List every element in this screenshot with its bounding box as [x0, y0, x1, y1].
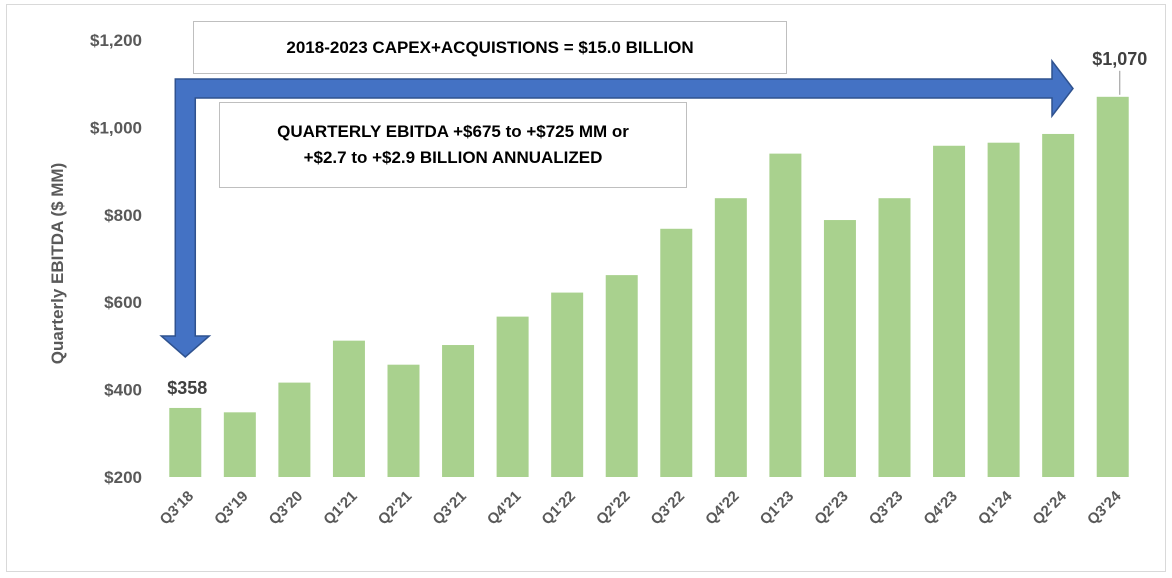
ebitda-line-1: QUARTERLY EBITDA +$675 to +$725 MM or [277, 122, 629, 141]
bar-q3-22 [660, 228, 693, 477]
x-tick-label: Q1'21 [320, 488, 360, 528]
flow-arrow [159, 58, 1074, 358]
x-tick-label: Q3'22 [648, 488, 688, 528]
y-tick-label: $1,000 [90, 118, 142, 137]
bars [169, 96, 1129, 477]
bar-q1-23 [769, 153, 802, 477]
ebitda-line-2: +$2.7 to +$2.9 BILLION ANNUALIZED [303, 148, 603, 167]
x-tick-label: Q4'22 [702, 488, 742, 528]
x-tick-label: Q4'21 [484, 488, 524, 528]
chart-frame [6, 4, 1166, 572]
x-tick-label: Q3'23 [866, 488, 906, 528]
ebitda-callout: QUARTERLY EBITDA +$675 to +$725 MM or +$… [219, 102, 687, 188]
y-axis-title: Quarterly EBITDA ($ MM) [48, 163, 67, 365]
data-label: $358 [167, 378, 207, 398]
capex-callout: 2018-2023 CAPEX+ACQUISTIONS = $15.0 BILL… [193, 21, 787, 74]
data-labels: $358 $1,070 [167, 49, 1147, 398]
x-tick-label: Q3'20 [266, 488, 306, 528]
bar-q4-22 [714, 198, 747, 477]
x-tick-label: Q3'24 [1084, 487, 1125, 528]
bar-q3-20 [278, 382, 311, 477]
y-axis: $200 $400 $600 $800 $1,000 $1,200 [90, 31, 142, 487]
y-tick-label: $400 [104, 381, 142, 400]
capex-text: 2018-2023 CAPEX+ACQUISTIONS = $15.0 BILL… [286, 37, 694, 57]
x-tick-label: Q3'21 [429, 488, 469, 528]
bent-arrow [159, 58, 1074, 358]
y-tick-label: $600 [104, 293, 142, 312]
y-tick-label: $800 [104, 206, 142, 225]
x-tick-label: Q2'24 [1030, 487, 1071, 528]
x-axis: Q3'18 Q3'19 Q3'20 Q1'21 Q2'21 Q3'21 Q4'21 Q1'22… [157, 487, 1125, 528]
bar-q2-22 [605, 275, 638, 477]
bar-q2-21 [387, 364, 420, 477]
bar-q2-24 [1042, 133, 1075, 477]
x-tick-label: Q2'23 [811, 488, 851, 528]
bar-q3-21 [442, 345, 475, 477]
x-tick-label: Q2'21 [375, 488, 415, 528]
y-tick-label: $1,200 [90, 31, 142, 50]
x-tick-label: Q1'22 [539, 488, 579, 528]
bar-q3-18 [169, 407, 202, 477]
bar-q4-21 [496, 316, 529, 477]
x-tick-label: Q1'24 [975, 487, 1016, 528]
x-tick-label: Q4'23 [920, 488, 960, 528]
bar-q3-24 [1096, 96, 1129, 477]
bar-q4-23 [933, 145, 966, 477]
x-tick-label: Q1'23 [757, 488, 797, 528]
x-tick-label: Q3'19 [211, 488, 251, 528]
bar-q3-19 [223, 412, 256, 477]
y-tick-label: $200 [104, 468, 142, 487]
bar-q1-21 [332, 340, 365, 477]
bar-q1-22 [551, 292, 584, 477]
bar-q2-23 [823, 220, 856, 477]
bar-q1-24 [987, 142, 1020, 477]
x-tick-label: Q3'18 [157, 488, 197, 528]
bar-q3-23 [878, 198, 911, 477]
data-label: $1,070 [1092, 49, 1147, 69]
x-tick-label: Q2'22 [593, 488, 633, 528]
